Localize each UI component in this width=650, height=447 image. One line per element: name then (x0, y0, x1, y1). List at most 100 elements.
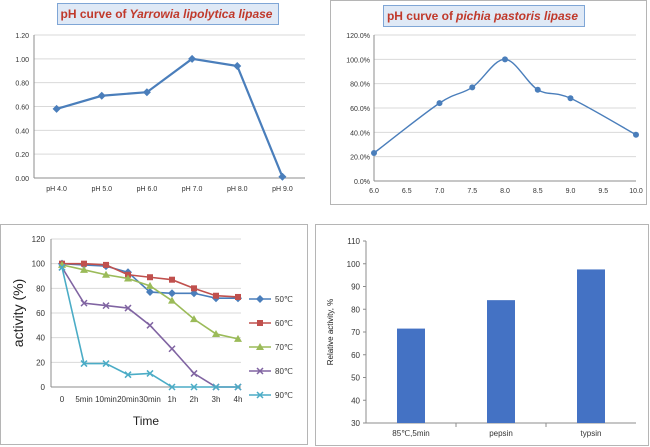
x-tick-label: 20min (117, 395, 139, 404)
data-point (469, 84, 476, 91)
x-tick-label: 30min (139, 395, 161, 404)
y-tick-label: 80 (36, 284, 45, 293)
data-point (103, 261, 109, 268)
chart-yarrowia-svg: 0.00 0.20 0.40 0.60 0.80 1.00 1.20 pH 4.0 pH 5.0… (15, 33, 305, 193)
series-line (56, 57, 284, 178)
x-tick-label: 10min (95, 395, 117, 404)
data-point (190, 289, 198, 298)
y-tick-label: 80.0% (350, 82, 370, 89)
x-tick-label: 5min (75, 395, 92, 404)
y-tick-label: 90 (351, 283, 360, 292)
chart-title: pH curve of pichia pastoris lipase (383, 5, 585, 27)
y-tick-label: 60 (36, 309, 45, 318)
legend-label: 90℃ (275, 391, 293, 400)
legend-label: 70℃ (275, 343, 293, 352)
y-tick-label: 0 (41, 383, 46, 392)
x-tick-label: 7.5 (467, 188, 477, 195)
y-tick-label: 20.0% (350, 155, 370, 162)
data-point (256, 391, 264, 399)
data-point (534, 86, 541, 93)
y-tick-label: 0.20 (15, 152, 29, 159)
data-point (124, 304, 132, 312)
x-tick-label: 6.0 (369, 188, 379, 195)
data-point (190, 315, 198, 323)
data-point (213, 292, 219, 299)
data-point (235, 293, 241, 300)
chart-title-species: pichia pastoris lipase (455, 9, 579, 23)
data-point (168, 345, 176, 353)
chart-pichia-panel: pH curve of pichia pastoris lipase 0.0% 2… (331, 1, 646, 204)
data-point (146, 281, 154, 289)
y-tick-label: 0.00 (15, 176, 29, 183)
y-tick-label: 80 (351, 305, 360, 314)
chart-title: pH curve of Yarrowia lipolytica lipase (57, 3, 279, 25)
y-tick-label: 40 (351, 396, 360, 405)
data-point (190, 383, 198, 391)
data-point (502, 56, 508, 63)
chart-title-prefix: pH curve of (386, 9, 453, 23)
data-point (52, 104, 61, 113)
y-tick-label: 1.20 (15, 33, 29, 40)
y-tick-label: 110 (347, 237, 360, 246)
data-point (80, 265, 88, 273)
y-tick-label: 1.00 (15, 57, 29, 64)
data-point (146, 321, 154, 329)
data-point (278, 172, 287, 181)
data-point (168, 383, 176, 391)
y-tick-label: 70 (351, 328, 360, 337)
data-point (80, 299, 88, 307)
legend-label: 60℃ (275, 319, 293, 328)
chart-title-species: Yarrowia lipolytica lipase (129, 7, 273, 21)
data-point (97, 91, 106, 100)
y-tick-label: 0.60 (15, 105, 29, 112)
x-tick-label: 9.0 (566, 188, 576, 195)
y-tick-label: 120.0% (346, 33, 370, 40)
legend-label: 50℃ (275, 295, 293, 304)
y-tick-label: 30 (351, 419, 360, 428)
y-tick-label: 0.0% (354, 179, 370, 186)
data-point (233, 61, 242, 70)
x-tick-label: typsin (581, 429, 602, 438)
legend-label: 80℃ (275, 367, 293, 376)
data-point (102, 360, 110, 368)
chart-thermal-panel: 0 20 40 60 80 100 120 0 5min 10min 20min 30min 1h 2h 3… (1, 225, 307, 444)
data-point (124, 274, 132, 282)
chart-title-prefix: pH curve of (60, 7, 127, 21)
y-axis-title: Relative activity, % (326, 299, 335, 366)
data-point (142, 88, 151, 97)
data-point (168, 296, 176, 304)
x-tick-label: 85℃,5min (392, 429, 429, 438)
y-tick-label: 0.40 (15, 128, 29, 135)
data-point (169, 276, 175, 283)
y-tick-label: 60 (351, 351, 360, 360)
x-tick-label: 3h (212, 395, 221, 404)
chart-thermal-frame (0, 224, 308, 445)
x-tick-label: pepsin (489, 429, 513, 438)
data-point (80, 360, 88, 368)
data-point (147, 274, 153, 281)
data-point (567, 95, 574, 102)
chart-yarrowia-panel: pH curve of Yarrowia lipolytica lipase 0… (0, 0, 312, 200)
bar (577, 269, 605, 423)
data-point (81, 260, 87, 267)
data-point (124, 371, 132, 379)
chart-pichia-frame (330, 0, 647, 205)
x-tick-label: 6.5 (402, 188, 412, 195)
x-tick-label: pH 9.0 (272, 186, 293, 193)
y-tick-label: 50 (351, 374, 360, 383)
data-point (102, 270, 110, 278)
series-line (373, 58, 637, 154)
y-tick-label: 40.0% (350, 130, 370, 137)
x-tick-label: pH 6.0 (137, 186, 158, 193)
y-axis-title: activity (%) (10, 279, 26, 347)
y-tick-label: 120 (32, 235, 46, 244)
x-tick-label: 9.5 (598, 188, 608, 195)
x-tick-label: 10.0 (629, 188, 643, 195)
bar (397, 328, 425, 423)
data-point (257, 320, 263, 326)
x-axis-title: Time (133, 414, 160, 428)
data-point (256, 295, 264, 303)
bar (487, 300, 515, 423)
data-point (168, 289, 176, 298)
y-tick-label: 100.0% (346, 57, 370, 64)
